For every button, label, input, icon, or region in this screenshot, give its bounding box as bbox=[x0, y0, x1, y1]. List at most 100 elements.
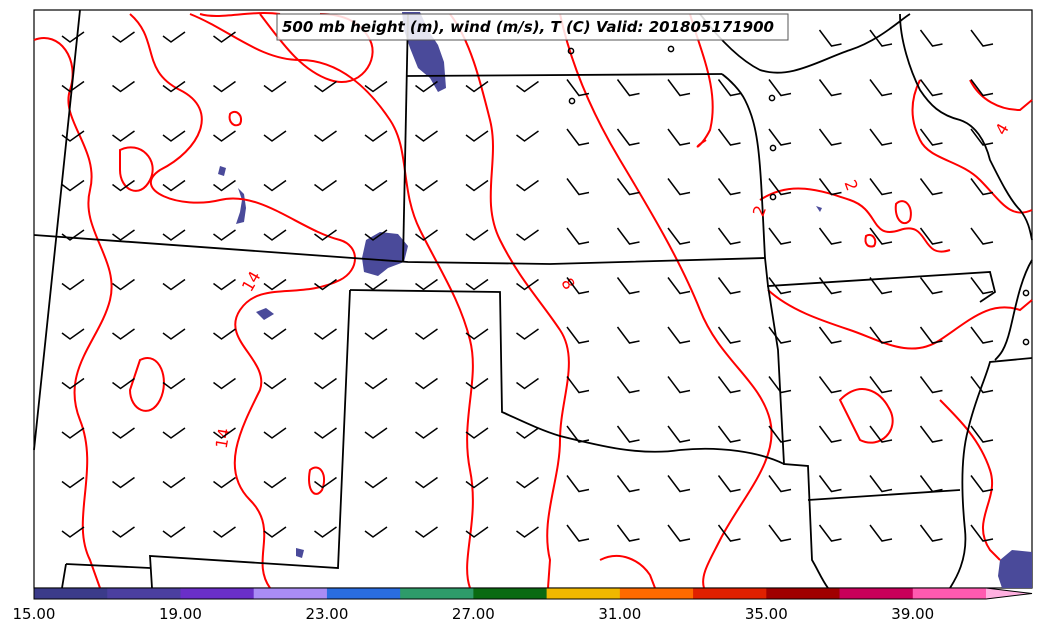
wind-barb-icon bbox=[869, 277, 893, 295]
colorbar-segment bbox=[693, 588, 767, 599]
border-line bbox=[949, 357, 1033, 589]
wind-barb-icon bbox=[566, 475, 590, 493]
colorbar-tick-label: 31.00 bbox=[598, 605, 641, 623]
colorbar-tick-label: 19.00 bbox=[159, 605, 202, 623]
wind-barb-icon bbox=[516, 427, 539, 439]
wind-barb-icon bbox=[919, 524, 943, 542]
wind-barb-icon bbox=[112, 476, 135, 489]
wind-barb-icon bbox=[263, 427, 287, 439]
wind-barb-icon bbox=[162, 328, 186, 340]
wind-barb-icon bbox=[263, 526, 287, 538]
wind-barb-icon bbox=[61, 31, 85, 43]
wind-barb-icon bbox=[970, 425, 994, 443]
wind-barb-icon bbox=[818, 326, 842, 344]
wind-barb-icon bbox=[314, 278, 337, 291]
wind-barb-icon bbox=[869, 178, 893, 196]
wind-barb-icon bbox=[263, 229, 287, 241]
wind-barb-icon bbox=[112, 130, 135, 142]
border-line bbox=[764, 257, 997, 303]
contour-line bbox=[128, 357, 165, 412]
wind-barb-icon bbox=[970, 178, 994, 196]
contour-line bbox=[599, 555, 656, 589]
wind-barb-icon bbox=[162, 31, 186, 43]
wind-barb-icon bbox=[112, 229, 135, 241]
border-line bbox=[349, 289, 785, 465]
wind-barb-icon bbox=[566, 524, 590, 542]
wind-barb-icon bbox=[112, 31, 135, 43]
wind-barb-icon bbox=[465, 476, 489, 489]
wind-barb-icon bbox=[415, 377, 438, 390]
wind-barb-icon bbox=[970, 376, 994, 394]
wind-barb-icon bbox=[667, 277, 691, 295]
wind-barb-icon bbox=[717, 376, 741, 394]
fill-region bbox=[296, 548, 304, 558]
colorbar-segment bbox=[473, 588, 548, 599]
border-line bbox=[61, 563, 67, 589]
wind-barb-icon bbox=[768, 475, 792, 493]
wind-barb-icon bbox=[566, 326, 590, 344]
wind-barb-icon bbox=[162, 80, 186, 93]
wind-barb-icon bbox=[768, 425, 792, 443]
wind-barb-icon bbox=[970, 227, 994, 245]
wind-barb-icon bbox=[213, 179, 236, 192]
wind-barb-icon bbox=[364, 179, 388, 192]
wind-barb-icon bbox=[717, 277, 741, 295]
calm-wind-icon bbox=[568, 97, 576, 105]
wind-barb-icon bbox=[61, 526, 85, 538]
colorbar-tick-label: 27.00 bbox=[452, 605, 495, 623]
wind-barb-icon bbox=[970, 277, 994, 295]
wind-barb-icon bbox=[162, 476, 186, 489]
calm-wind-icon bbox=[769, 144, 777, 152]
wind-barb-icon bbox=[919, 79, 943, 97]
wind-barb-icon bbox=[415, 278, 438, 291]
wind-barb-icon bbox=[818, 128, 842, 146]
contour-line bbox=[759, 187, 951, 253]
border-line bbox=[699, 13, 911, 74]
wind-barb-icon bbox=[768, 128, 792, 146]
wind-barb-icon bbox=[213, 130, 236, 142]
wind-barb-icon bbox=[616, 326, 640, 344]
contour-line bbox=[189, 13, 474, 589]
wind-barb-icon bbox=[162, 278, 186, 291]
contour-label: 14 bbox=[212, 427, 234, 450]
wind-barb-icon bbox=[516, 476, 539, 489]
contour-line bbox=[969, 79, 1033, 112]
contour-line bbox=[767, 289, 1033, 350]
wind-barb-icon bbox=[667, 376, 691, 394]
wind-barb-icon bbox=[415, 130, 438, 142]
wind-barb-icon bbox=[869, 227, 893, 245]
wind-barb-icon bbox=[364, 427, 388, 439]
wind-barb-icon bbox=[919, 475, 943, 493]
contour-line bbox=[864, 234, 877, 248]
wind-barb-icon bbox=[112, 377, 135, 390]
wind-barb-icon bbox=[516, 526, 539, 538]
wind-barb-icon bbox=[516, 229, 539, 241]
wind-barb-icon bbox=[768, 376, 792, 394]
wind-barb-icon bbox=[919, 29, 943, 47]
colorbar-segment bbox=[766, 588, 841, 599]
wind-barb-icon bbox=[112, 328, 135, 340]
wind-barb-icon bbox=[667, 475, 691, 493]
wind-barb-icon bbox=[970, 128, 994, 146]
colorbar-segment bbox=[619, 588, 694, 599]
wind-barb-icon bbox=[970, 524, 994, 542]
wind-barb-icon bbox=[818, 178, 842, 196]
wind-barb-icon bbox=[465, 229, 489, 241]
state-borders bbox=[33, 9, 1033, 589]
colorbar-extension bbox=[986, 588, 1032, 599]
wind-barb-icon bbox=[616, 178, 640, 196]
wind-barb-icon bbox=[465, 179, 489, 192]
wind-barb-icon bbox=[112, 427, 135, 439]
calm-wind-icon bbox=[667, 45, 675, 53]
colorbar-segment bbox=[326, 588, 401, 599]
wind-barb-icon bbox=[616, 277, 640, 295]
wind-barb-icon bbox=[61, 328, 85, 340]
colorbar-tick-label: 15.00 bbox=[13, 605, 56, 623]
wind-barb-icon bbox=[465, 427, 489, 439]
wind-barb-icon bbox=[869, 79, 893, 97]
wind-barbs bbox=[61, 29, 994, 542]
contour-line bbox=[939, 399, 1001, 561]
wind-barb-icon bbox=[667, 79, 691, 97]
wind-barb-icon bbox=[818, 376, 842, 394]
